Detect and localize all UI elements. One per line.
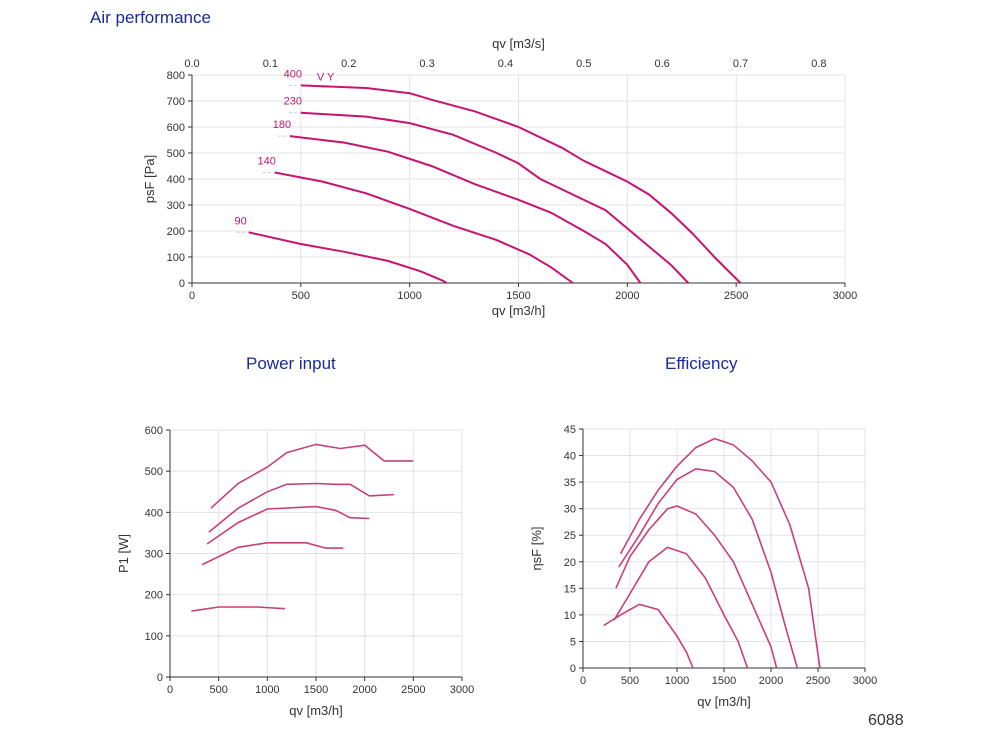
x-axis-label: qv [m3/h] (289, 703, 342, 718)
x2-tick-label: 0.0 (184, 58, 199, 70)
series-line (300, 111, 690, 284)
y-tick-label: 0 (157, 672, 163, 684)
x-axis-label: qv [m3/h] (697, 694, 750, 709)
x2-tick-label: 0.4 (498, 58, 513, 70)
y-tick-label: 400 (167, 174, 185, 186)
efficiency-title: Efficiency (665, 354, 738, 373)
series-line (201, 542, 344, 566)
x-tick-label: 1000 (397, 290, 421, 302)
series-label: 180 (273, 119, 291, 131)
x2-tick-label: 0.8 (811, 58, 826, 70)
series-line (618, 467, 799, 669)
x-tick-label: 2500 (724, 290, 748, 302)
series-label: 140 (258, 156, 276, 168)
series-line (289, 135, 642, 284)
y-tick-label: 800 (167, 70, 185, 82)
y-tick-label: 45 (564, 424, 576, 436)
y-tick-label: 10 (564, 610, 576, 622)
x-tick-label: 2500 (806, 675, 830, 687)
series-line (206, 505, 370, 545)
series-line (210, 443, 414, 509)
x2-tick-label: 0.2 (341, 58, 356, 70)
x-axis-label: qv [m3/h] (492, 303, 545, 318)
y-tick-label: 600 (167, 122, 185, 134)
x2-axis-label: qv [m3/s] (492, 36, 545, 51)
x2-tick-label: 0.1 (263, 58, 278, 70)
x-tick-label: 0 (189, 290, 195, 302)
x-tick-label: 2500 (401, 684, 425, 696)
y-tick-label: 100 (145, 631, 163, 643)
x-tick-label: 0 (580, 675, 586, 687)
series-line (248, 231, 448, 284)
y-tick-label: 300 (145, 549, 163, 561)
x-tick-label: 1500 (506, 290, 530, 302)
series-line (619, 437, 821, 669)
y-tick-label: 200 (167, 226, 185, 238)
x-tick-label: 2000 (759, 675, 783, 687)
y-tick-label: 700 (167, 96, 185, 108)
power-input-title: Power input (246, 354, 336, 373)
x-tick-label: 1500 (712, 675, 736, 687)
series-line (274, 171, 574, 284)
x2-tick-label: 0.6 (655, 58, 670, 70)
series-line (615, 505, 778, 669)
x-tick-label: 3000 (450, 684, 474, 696)
y-tick-label: 200 (145, 590, 163, 602)
y-tick-label: 600 (145, 425, 163, 437)
operating-point-label: V Y (317, 71, 335, 83)
x2-tick-label: 0.5 (576, 58, 591, 70)
x-tick-label: 500 (621, 675, 639, 687)
series-label: 230 (284, 96, 302, 108)
x-tick-label: 1000 (665, 675, 689, 687)
series-label: 400 (284, 68, 302, 80)
y-axis-label: psF [Pa] (142, 155, 157, 203)
x-tick-label: 1500 (304, 684, 328, 696)
x2-tick-label: 0.7 (733, 58, 748, 70)
y-axis-label: ηsF [%] (529, 526, 544, 570)
series-line (300, 84, 742, 284)
y-tick-label: 40 (564, 451, 576, 463)
series-line (191, 606, 285, 612)
x2-tick-label: 0.3 (419, 58, 434, 70)
series-line (613, 546, 749, 669)
series-label: 90 (234, 215, 246, 227)
x-tick-label: 500 (292, 290, 310, 302)
y-tick-label: 0 (179, 278, 185, 290)
y-tick-label: 30 (564, 504, 576, 516)
y-tick-label: 15 (564, 583, 576, 595)
y-tick-label: 500 (145, 466, 163, 478)
series-line (208, 482, 394, 533)
x-tick-label: 2000 (615, 290, 639, 302)
y-tick-label: 0 (570, 663, 576, 675)
series-line (603, 603, 694, 669)
y-tick-label: 35 (564, 477, 576, 489)
x-tick-label: 3000 (833, 290, 857, 302)
x-tick-label: 2000 (352, 684, 376, 696)
y-tick-label: 25 (564, 530, 576, 542)
y-tick-label: 5 (570, 636, 576, 648)
page-code: 6088 (868, 712, 904, 729)
x-tick-label: 500 (209, 684, 227, 696)
y-tick-label: 20 (564, 557, 576, 569)
y-tick-label: 300 (167, 200, 185, 212)
y-tick-label: 500 (167, 148, 185, 160)
y-tick-label: 100 (167, 252, 185, 264)
y-axis-label: P1 [W] (116, 534, 131, 573)
x-tick-label: 0 (167, 684, 173, 696)
x-tick-label: 3000 (853, 675, 877, 687)
y-tick-label: 400 (145, 507, 163, 519)
air-performance-title: Air performance (90, 8, 211, 27)
x-tick-label: 1000 (255, 684, 279, 696)
